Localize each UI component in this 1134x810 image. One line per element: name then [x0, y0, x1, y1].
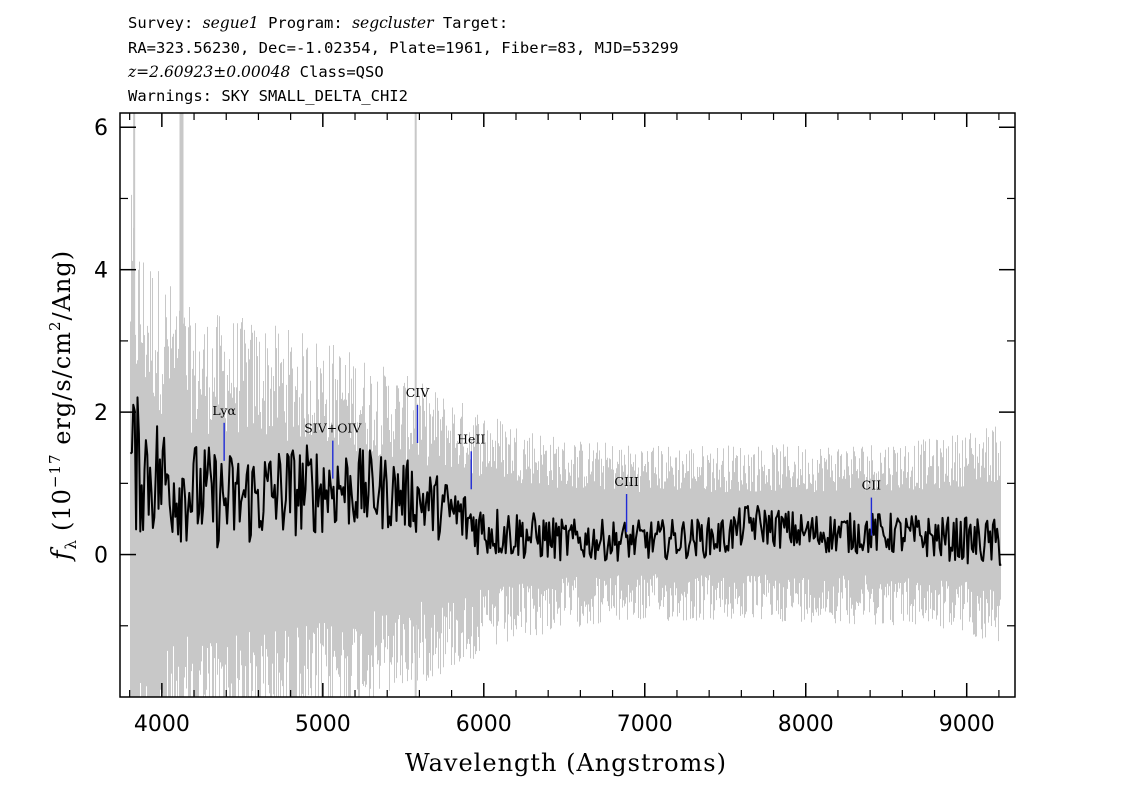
emission-line-label: HeII — [457, 431, 485, 446]
emission-line-label: CIII — [614, 474, 638, 489]
y-axis-symbol-sub: λ — [62, 539, 80, 550]
noise-band — [130, 194, 1001, 697]
survey-value: segue1 — [202, 14, 259, 32]
header-survey-line: Survey: segue1 Program: segcluster Targe… — [128, 13, 508, 33]
emission-line-label: SIV+OIV — [304, 421, 362, 436]
y-axis-sq: 2 — [46, 321, 64, 332]
program-label: Program: — [258, 14, 353, 32]
x-tick-label: 8000 — [778, 712, 834, 737]
plot-frame — [119, 112, 1016, 698]
survey-label: Survey: — [128, 14, 203, 32]
emission-line-label: Lyα — [212, 403, 236, 418]
header-redshift-line: z=2.60923±0.00048 Class=QSO — [128, 62, 384, 82]
y-axis-title: fλ (10−17 erg/s/cm2/Ang) — [46, 250, 80, 562]
y-tick-label: 2 — [94, 401, 108, 426]
x-axis-title: Wavelength (Angstroms) — [405, 749, 727, 777]
header-coords-line: RA=323.56230, Dec=-1.02354, Plate=1961, … — [128, 39, 679, 57]
program-value: segcluster — [352, 14, 434, 32]
y-axis-symbol: f — [47, 546, 77, 562]
y-axis-exp: −17 — [46, 453, 64, 488]
x-tick-label: 5000 — [295, 712, 351, 737]
header-warnings-line: Warnings: SKY SMALL_DELTA_CHI2 — [128, 87, 408, 105]
x-tick-label: 4000 — [134, 712, 190, 737]
y-tick-label: 4 — [94, 259, 108, 284]
emission-line-label: CII — [862, 478, 882, 493]
y-axis-prefix: (10 — [48, 488, 76, 531]
emission-line-label: CIV — [406, 385, 431, 400]
class-value: Class=QSO — [290, 63, 384, 81]
y-tick-label: 6 — [94, 116, 108, 141]
y-axis-mid: erg/s/cm — [48, 331, 76, 453]
y-axis-suffix: /Ang) — [48, 250, 76, 321]
redshift-value: z=2.60923±0.00048 — [128, 63, 291, 81]
x-tick-label: 9000 — [939, 712, 995, 737]
y-tick-label: 0 — [94, 544, 108, 569]
x-tick-label: 6000 — [456, 712, 512, 737]
x-tick-label: 7000 — [617, 712, 673, 737]
target-label: Target: — [433, 14, 509, 32]
flux-line — [129, 396, 1002, 566]
